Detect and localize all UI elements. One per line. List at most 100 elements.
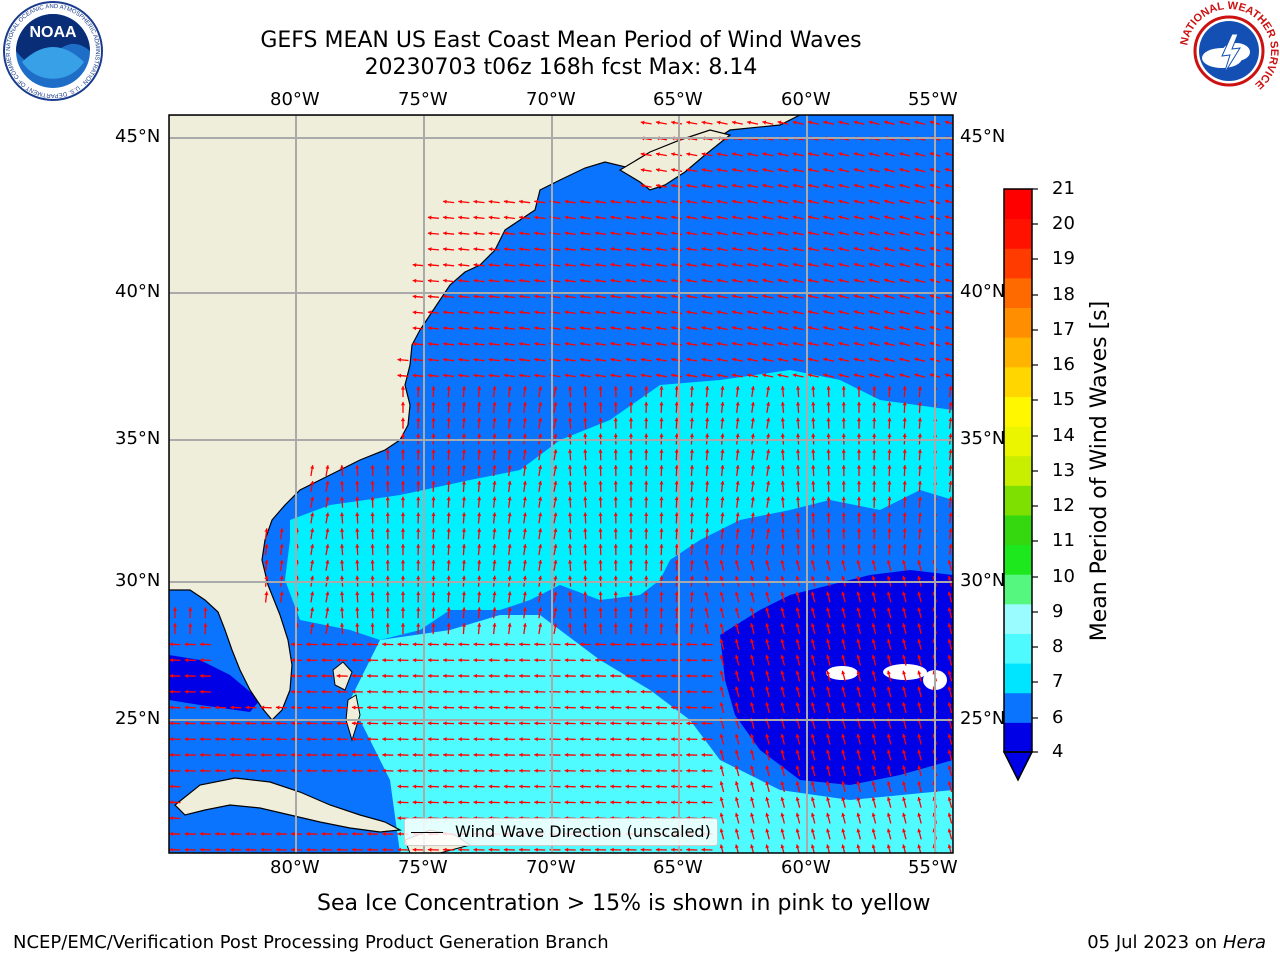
wind-arrow-head — [488, 278, 493, 283]
colorbar-segment — [1004, 514, 1032, 546]
wind-arrow-head — [553, 402, 558, 406]
wind-arrow-head — [564, 326, 569, 331]
wind-arrow-head — [321, 737, 325, 742]
wind-arrow-head — [488, 847, 493, 852]
wind-arrow-head — [902, 607, 907, 612]
colorbar-segment — [1004, 248, 1032, 279]
wind-arrow-head — [492, 528, 497, 532]
wind-arrow-head — [704, 575, 709, 580]
wind-arrow-head — [275, 831, 280, 836]
wind-arrow-head — [750, 560, 755, 564]
wind-arrow-head — [321, 705, 325, 710]
wind-arrow-head — [914, 294, 919, 299]
wind-arrow-head — [948, 544, 953, 548]
wind-arrow-head — [610, 373, 615, 378]
wind-arrow-head — [477, 575, 482, 580]
wind-arrow-head — [321, 658, 325, 663]
wind-arrow-head — [538, 465, 543, 469]
wind-arrow-head — [656, 294, 660, 299]
wind-arrow-head — [944, 294, 949, 299]
wind-arrow-head — [382, 673, 386, 678]
wind-arrow-head — [400, 386, 406, 390]
wind-arrow-head — [595, 357, 599, 362]
wind-arrow-head — [902, 544, 907, 548]
wind-arrow-head — [872, 386, 877, 390]
wind-arrow-head — [310, 591, 315, 596]
wind-arrow-head — [808, 278, 812, 283]
wind-arrow-head — [841, 401, 846, 406]
wind-arrow-head — [264, 591, 269, 596]
wind-arrow-head — [886, 733, 891, 738]
wind-arrow-head — [671, 705, 675, 710]
wind-arrow-head — [598, 449, 603, 453]
wind-arrow-head — [336, 847, 341, 852]
wind-arrow-head — [671, 800, 675, 805]
wind-arrow-head — [412, 326, 417, 331]
wind-arrow-head — [777, 357, 782, 362]
wind-arrow-head — [899, 341, 904, 346]
wind-arrow-head — [902, 828, 907, 833]
wind-arrow-head — [443, 262, 447, 267]
wind-arrow-head — [826, 639, 831, 643]
wind-arrow-head — [777, 341, 782, 346]
wind-arrow-head — [720, 386, 725, 390]
wind-arrow-head — [765, 733, 770, 738]
wind-arrow-head — [777, 199, 782, 204]
wind-arrow-head — [507, 623, 512, 627]
lat-label-left: 30°N — [115, 570, 161, 591]
wind-arrow-head — [944, 183, 949, 188]
wind-arrow-head — [488, 310, 493, 315]
wind-arrow-head — [929, 357, 934, 362]
wind-arrow-head — [477, 417, 482, 422]
colorbar-segment — [1004, 307, 1032, 338]
wind-arrow-head — [686, 658, 690, 663]
wind-arrow-head — [427, 231, 432, 236]
wind-arrow-head — [397, 768, 401, 773]
wind-arrow-head — [382, 831, 386, 836]
wind-arrow-head — [595, 294, 599, 299]
wind-arrow-head — [370, 559, 375, 564]
wind-arrow-head — [884, 152, 888, 157]
wind-arrow-head — [705, 544, 710, 548]
wind-arrow-head — [886, 560, 891, 564]
wind-arrow-head — [458, 294, 462, 299]
wind-arrow-head — [689, 433, 694, 438]
wind-arrow-head — [625, 847, 629, 852]
wind-arrow-head — [823, 231, 828, 236]
wind-arrow-head — [519, 262, 523, 267]
wind-arrow-head — [655, 800, 660, 805]
wind-arrow-head — [716, 168, 721, 172]
wind-arrow-head — [732, 183, 736, 188]
wind-arrow-head — [762, 341, 767, 346]
wind-arrow-head — [808, 373, 812, 378]
wind-arrow-head — [598, 496, 603, 501]
wind-arrow-head — [720, 512, 725, 517]
wind-arrow-head — [458, 642, 462, 647]
wind-arrow-head — [640, 847, 645, 852]
wind-arrow-head — [719, 797, 724, 801]
wind-arrow-head — [841, 544, 846, 548]
wind-arrow-head — [868, 278, 873, 283]
wind-arrow-head — [613, 386, 618, 390]
wind-arrow-head — [625, 800, 629, 805]
wind-arrow-head — [461, 544, 466, 548]
wind-arrow-head — [446, 449, 451, 453]
wind-arrow-head — [625, 642, 629, 647]
wind-arrow-head — [732, 373, 736, 378]
wind-arrow-head — [275, 737, 280, 742]
wind-arrow-head — [674, 512, 679, 516]
wind-arrow-head — [431, 575, 436, 580]
wind-arrow-head — [750, 654, 755, 659]
wind-arrow-head — [674, 496, 679, 501]
wind-arrow-head — [810, 575, 815, 580]
wind-arrow-head — [583, 512, 588, 516]
wind-arrow-head — [750, 686, 755, 691]
wind-arrow-head — [856, 654, 861, 659]
wind-arrow-head — [507, 528, 512, 532]
wind-arrow-head — [750, 591, 755, 596]
wind-arrow-head — [887, 496, 892, 501]
wind-arrow-head — [412, 658, 417, 663]
wind-arrow-head — [564, 373, 569, 378]
wind-arrow-head — [686, 326, 691, 330]
wind-arrow-head — [659, 449, 664, 453]
